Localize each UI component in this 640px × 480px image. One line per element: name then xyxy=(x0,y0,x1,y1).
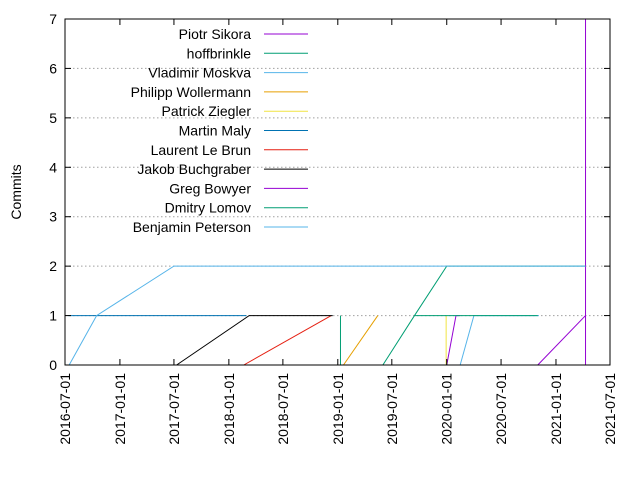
legend-label: Piotr Sikora xyxy=(179,26,252,42)
series-line-10 xyxy=(68,265,586,366)
legend-label: Greg Bowyer xyxy=(169,180,251,196)
x-tick-label: 2017-07-01 xyxy=(166,373,182,445)
y-tick-label: 5 xyxy=(49,110,57,126)
x-tick-label: 2018-01-01 xyxy=(221,373,237,445)
legend-label: hoffbrinkle xyxy=(187,45,252,61)
y-tick-label: 7 xyxy=(49,11,57,27)
y-tick-label: 3 xyxy=(49,209,57,225)
x-tick-label: 2017-01-01 xyxy=(112,373,128,445)
y-tick-label: 0 xyxy=(49,357,57,373)
legend-label: Martin Maly xyxy=(179,123,251,139)
x-tick-label: 2021-01-01 xyxy=(548,373,564,445)
x-tick-label: 2018-07-01 xyxy=(275,373,291,445)
legend-label: Jakob Buchgraber xyxy=(137,161,251,177)
legend-label: Philipp Wollermann xyxy=(131,84,251,100)
series-line-7 xyxy=(176,315,333,366)
y-axis: 0 1 2 3 4 5 6 7 xyxy=(49,11,610,373)
plot-frame xyxy=(64,18,611,366)
y-tick-label: 6 xyxy=(49,60,57,76)
x-tick-label: 2019-01-01 xyxy=(330,373,346,445)
x-tick-label: 2020-01-01 xyxy=(439,373,455,445)
series-segment-1 xyxy=(537,315,586,366)
series-line-8 xyxy=(446,315,461,366)
y-tick-label: 4 xyxy=(49,159,57,175)
legend: Piotr Sikora hoffbrinkle Vladimir Moskva Ph… xyxy=(131,26,308,235)
y-tick-label: 1 xyxy=(49,308,57,324)
series-line-2 xyxy=(459,315,539,366)
y-tick-label: 2 xyxy=(49,258,57,274)
legend-label: Dmitry Lomov xyxy=(165,200,251,216)
series-layer xyxy=(67,19,587,366)
x-axis: 2016-07-01 2017-01-01 2017-07-01 2018-01-01… xyxy=(57,19,618,445)
x-tick-label: 2016-07-01 xyxy=(57,373,73,445)
series-line-3 xyxy=(343,315,379,366)
x-tick-label: 2020-07-01 xyxy=(493,373,509,445)
legend-label: Patrick Ziegler xyxy=(162,103,252,119)
grid xyxy=(65,67,610,317)
series-line-6 xyxy=(243,315,332,366)
x-tick-label: 2021-07-01 xyxy=(602,373,618,445)
legend-label: Benjamin Peterson xyxy=(133,219,251,235)
legend-label: Laurent Le Brun xyxy=(151,142,251,158)
legend-label: Vladimir Moskva xyxy=(148,65,251,81)
y-axis-label: Commits xyxy=(8,164,24,219)
x-tick-label: 2019-07-01 xyxy=(384,373,400,445)
